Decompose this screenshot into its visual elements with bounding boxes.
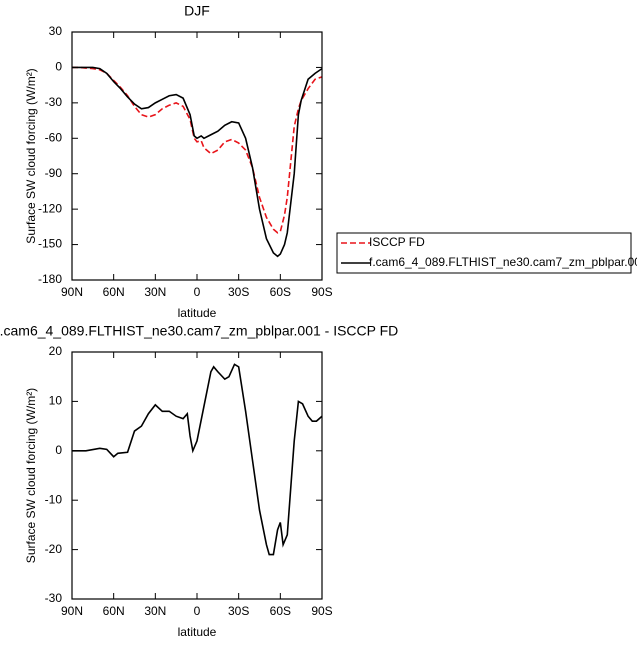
plot-frame xyxy=(71,351,323,600)
plot-frame xyxy=(71,31,323,281)
y-tick-label: 0 xyxy=(55,60,62,74)
x-tick-label: 60N xyxy=(103,604,125,618)
chart-title: f.cam6_4_089.FLTHIST_ne30.cam7_zm_pblpar… xyxy=(0,323,398,339)
x-tick-label: 90S xyxy=(311,604,332,618)
y-tick-label: -90 xyxy=(45,166,63,180)
data-line xyxy=(72,363,323,556)
y-tick-label: -30 xyxy=(45,591,63,605)
y-tick-label: -20 xyxy=(45,542,63,556)
legend-label: f.cam6_4_089.FLTHIST_ne30.cam7_zm_pblpar… xyxy=(369,255,637,269)
x-tick-label: 60S xyxy=(270,604,291,618)
x-tick-label: 30S xyxy=(228,285,249,299)
x-tick-label: 0 xyxy=(194,285,201,299)
y-axis-label: Surface SW cloud forcing (W/m²) xyxy=(24,388,38,563)
y-tick-label: 0 xyxy=(55,443,62,457)
chart-title: DJF xyxy=(184,3,210,19)
data-line xyxy=(72,66,323,234)
x-tick-label: 90S xyxy=(311,285,332,299)
y-tick-label: -30 xyxy=(45,95,63,109)
y-tick-label: 30 xyxy=(49,24,63,38)
legend-label: ISCCP FD xyxy=(369,235,425,249)
x-tick-label: 90N xyxy=(61,604,83,618)
x-tick-label: 30S xyxy=(228,604,249,618)
x-tick-label: 0 xyxy=(194,604,201,618)
x-tick-label: 90N xyxy=(61,285,83,299)
x-axis-label: latitude xyxy=(178,625,217,639)
y-tick-label: -60 xyxy=(45,130,63,144)
y-tick-label: -150 xyxy=(38,237,62,251)
data-line xyxy=(72,66,323,258)
y-axis-label: Surface SW cloud forcing (W/m²) xyxy=(24,68,38,243)
y-tick-label: -180 xyxy=(38,272,62,286)
x-tick-label: 30N xyxy=(144,604,166,618)
y-tick-label: 10 xyxy=(49,394,63,408)
y-tick-label: -120 xyxy=(38,201,62,215)
x-tick-label: 60S xyxy=(270,285,291,299)
legend-box xyxy=(336,232,632,274)
x-axis-label: latitude xyxy=(178,306,217,320)
x-tick-label: 30N xyxy=(144,285,166,299)
x-tick-label: 60N xyxy=(103,285,125,299)
y-tick-label: -10 xyxy=(45,492,63,506)
y-tick-label: 20 xyxy=(49,344,63,358)
